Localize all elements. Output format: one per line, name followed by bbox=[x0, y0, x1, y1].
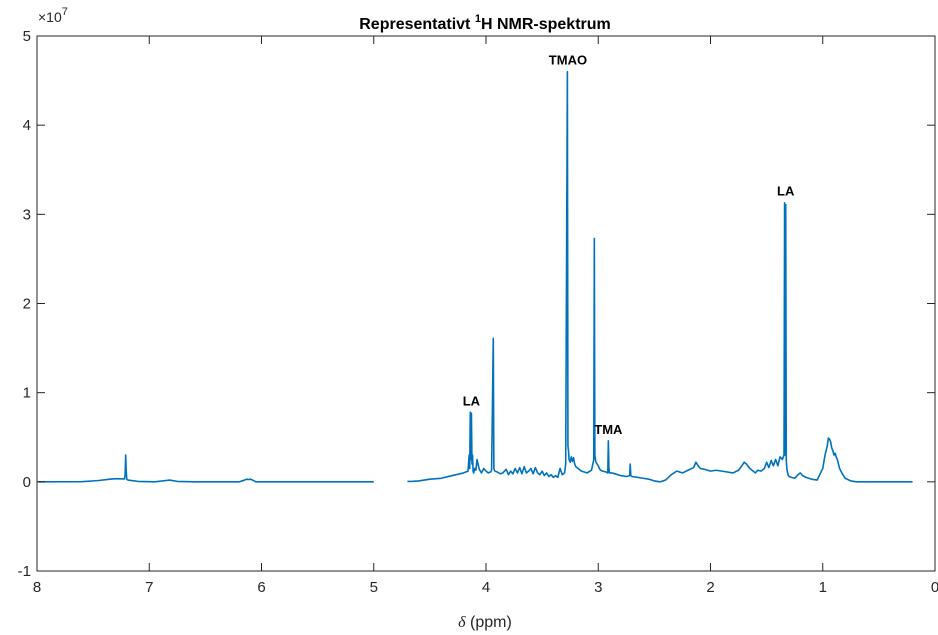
x-tick-label: 8 bbox=[33, 579, 41, 596]
peak-annotation-la: LA bbox=[463, 393, 481, 408]
y-tick-label: -1 bbox=[18, 563, 31, 580]
annotation-layer: TMAO LA LA TMA bbox=[463, 53, 795, 437]
y-tick-label: 5 bbox=[23, 28, 31, 45]
x-tick-label: 7 bbox=[145, 579, 153, 596]
x-tick-label: 3 bbox=[594, 579, 602, 596]
y-tick-label: 4 bbox=[23, 117, 31, 134]
x-tick-label: 2 bbox=[706, 579, 714, 596]
x-tick-label: 1 bbox=[819, 579, 827, 596]
x-tick-label: 6 bbox=[257, 579, 265, 596]
peak-annotation-tmao: TMAO bbox=[549, 53, 587, 68]
y-tick-label: 1 bbox=[23, 385, 31, 402]
y-tick-label: 3 bbox=[23, 206, 31, 223]
spectrum-line-segment-1 bbox=[38, 454, 374, 483]
peak-annotation-tma: TMA bbox=[594, 422, 623, 437]
x-tick-label: 4 bbox=[482, 579, 490, 596]
y-tick-label: 2 bbox=[23, 296, 31, 313]
chart-title: Representativt 1H NMR-spektrum bbox=[359, 13, 611, 33]
x-tick-label: 0 bbox=[931, 579, 938, 596]
y-multiplier: ×107 bbox=[38, 6, 68, 25]
x-axis-label: δ (ppm) bbox=[458, 614, 512, 631]
y-tick-label: 0 bbox=[23, 474, 31, 491]
tick-layer: 8 7 6 5 4 3 2 1 0 -1 0 1 2 3 4 5 bbox=[18, 28, 938, 596]
x-tick-label: 5 bbox=[370, 579, 378, 596]
data-layer bbox=[38, 70, 913, 483]
spectrum-line-segment-2 bbox=[407, 70, 913, 483]
plot-background bbox=[37, 36, 935, 571]
peak-annotation-la: LA bbox=[777, 184, 795, 199]
